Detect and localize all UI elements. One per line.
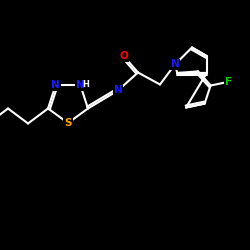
Text: H: H	[82, 80, 89, 88]
Text: N: N	[170, 60, 179, 70]
Text: N: N	[114, 86, 122, 96]
Text: O: O	[120, 52, 128, 62]
Text: N: N	[76, 80, 85, 90]
Text: F: F	[225, 77, 232, 87]
Text: S: S	[64, 118, 72, 128]
Text: N: N	[51, 80, 60, 90]
